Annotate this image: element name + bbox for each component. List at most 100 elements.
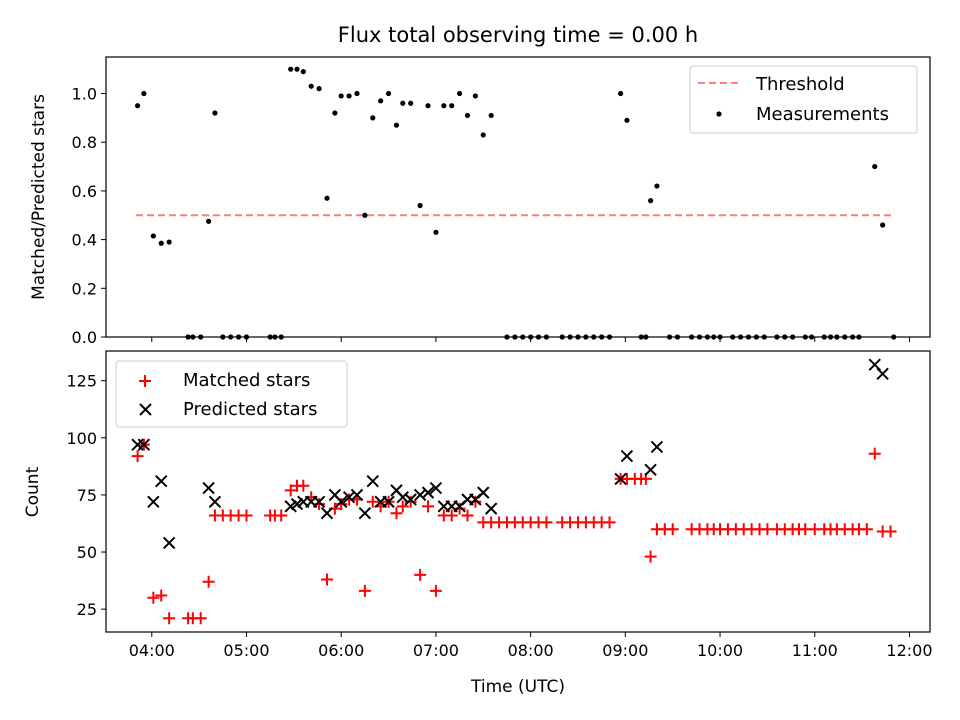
matched-star-point bbox=[335, 498, 348, 511]
top-legend-frame bbox=[689, 65, 918, 134]
measurement-point bbox=[212, 110, 218, 116]
matched-star-point bbox=[155, 589, 168, 602]
predicted-star-point bbox=[366, 475, 379, 488]
x-tick-label: 06:00 bbox=[318, 641, 364, 660]
measurement-point bbox=[346, 93, 352, 99]
predicted-star-point bbox=[404, 493, 417, 506]
measurement-point bbox=[456, 90, 463, 97]
matched-star-point bbox=[396, 500, 409, 513]
predicted-star-point bbox=[429, 481, 443, 495]
predicted-star-point bbox=[202, 481, 215, 495]
measurement-point bbox=[288, 66, 294, 72]
measurement-point bbox=[324, 195, 330, 201]
predicted-star-point bbox=[147, 495, 160, 508]
matched-star-point bbox=[163, 612, 176, 625]
x-tick-label: 08:00 bbox=[508, 641, 554, 660]
measurement-point bbox=[294, 66, 300, 72]
measurement-point bbox=[408, 100, 414, 106]
matched-star-point bbox=[202, 575, 215, 588]
predicted-star-point bbox=[614, 472, 627, 486]
matched-star-point bbox=[422, 500, 435, 513]
legend-predicted-swatch bbox=[139, 403, 152, 416]
measurement-point bbox=[141, 90, 147, 97]
x-axis-label: Time (UTC) bbox=[470, 677, 565, 697]
chart-title: Flux total observing time = 0.00 h bbox=[338, 23, 698, 47]
matched-star-point bbox=[666, 523, 679, 536]
bottom-y-tick-label: 75 bbox=[77, 486, 97, 505]
matched-star-point bbox=[429, 584, 442, 597]
bottom-y-tick-label: 100 bbox=[66, 429, 97, 448]
matched-star-point bbox=[445, 509, 458, 522]
bottom-legend: Matched stars Predicted stars bbox=[115, 360, 348, 428]
bottom-y-ticks: 25 50 75 100 125 bbox=[66, 372, 106, 619]
predicted-star-point bbox=[413, 488, 427, 502]
measurement-point bbox=[872, 163, 878, 170]
x-tick-label: 12:00 bbox=[886, 641, 932, 660]
top-y-tick-label: 0.6 bbox=[72, 182, 97, 201]
predicted-star-point bbox=[155, 475, 168, 488]
bottom-axes-frame bbox=[105, 350, 931, 633]
matched-star-point bbox=[461, 509, 474, 522]
legend-predicted-label: Predicted stars bbox=[183, 399, 317, 420]
bottom-y-tick-label: 50 bbox=[77, 543, 97, 562]
matched-star-point bbox=[320, 573, 333, 586]
measurement-point bbox=[134, 103, 141, 109]
measurement-point bbox=[300, 69, 306, 75]
measurement-point bbox=[417, 202, 423, 209]
top-y-tick-label: 0.8 bbox=[72, 133, 97, 152]
top-y-ticks: 0.0 0.2 0.4 0.6 0.8 1.0 bbox=[72, 85, 106, 347]
matched-star-point bbox=[390, 507, 403, 520]
x-tick-label: 04:00 bbox=[129, 641, 175, 660]
bottom-panel: 25 50 75 100 125 04:00 05:00 06:00 07:00 08:00 09… bbox=[23, 350, 933, 697]
matched-star-point bbox=[366, 495, 379, 508]
x-tick-label: 07:00 bbox=[413, 641, 459, 660]
measurement-point bbox=[425, 103, 431, 109]
measurement-point bbox=[488, 112, 494, 119]
matched-star-point bbox=[414, 568, 427, 581]
x-tick-label: 10:00 bbox=[697, 641, 743, 660]
predicted-star-point bbox=[644, 463, 657, 477]
matched-star-point bbox=[453, 502, 466, 515]
matched-star-point bbox=[860, 523, 873, 536]
legend-measurements-label: Measurements bbox=[756, 104, 889, 125]
predicted-star-point bbox=[650, 440, 664, 454]
predicted-star-point bbox=[320, 506, 334, 520]
legend-threshold-label: Threshold bbox=[755, 74, 845, 95]
measurement-point bbox=[449, 103, 455, 109]
predicted-star-point bbox=[421, 486, 435, 499]
measurement-point bbox=[618, 90, 624, 97]
measurement-point bbox=[385, 90, 392, 97]
predicted-star-point bbox=[342, 491, 356, 504]
measurement-point bbox=[308, 83, 314, 89]
predicted-star-point bbox=[620, 449, 634, 463]
matched-star-point bbox=[131, 450, 144, 463]
measurement-point bbox=[472, 93, 478, 99]
matched-star-point bbox=[358, 584, 371, 597]
predicted-star-point bbox=[358, 506, 372, 520]
predicted-star-point bbox=[382, 495, 395, 508]
measurement-point bbox=[624, 117, 630, 123]
measurement-point bbox=[166, 239, 172, 245]
matched-star-point bbox=[147, 591, 160, 604]
predicted-star-point bbox=[477, 486, 490, 499]
bottom-y-tick-label: 25 bbox=[77, 600, 97, 619]
bottom-y-tick-label: 125 bbox=[66, 372, 97, 391]
matched-star-point bbox=[313, 498, 326, 511]
top-panel: 0.0 0.2 0.4 0.6 0.8 1.0 Matched/Predicted sta… bbox=[29, 56, 931, 347]
predicted-star-point bbox=[162, 536, 176, 550]
measurement-point bbox=[393, 122, 400, 128]
predicted-star-point bbox=[208, 495, 222, 508]
matched-star-point bbox=[469, 495, 482, 508]
bottom-y-axis-label: Count bbox=[23, 466, 43, 517]
top-y-tick-label: 0.2 bbox=[72, 279, 97, 298]
measurement-point bbox=[400, 100, 406, 106]
measurement-point bbox=[464, 112, 471, 119]
top-x-ticks bbox=[151, 337, 910, 342]
legend-matched-label: Matched stars bbox=[183, 370, 310, 391]
measurement-point bbox=[158, 240, 164, 246]
bottom-legend-frame bbox=[115, 360, 348, 428]
matched-star-point bbox=[540, 516, 553, 529]
measurement-point bbox=[433, 229, 439, 235]
x-tick-label: 05:00 bbox=[223, 641, 269, 660]
